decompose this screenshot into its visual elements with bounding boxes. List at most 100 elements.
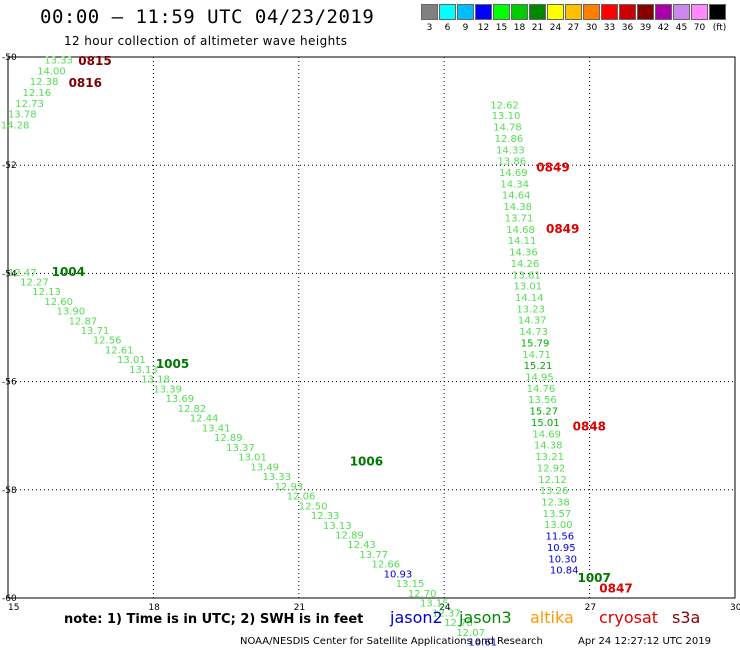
wave-height-value: 12.27 (20, 277, 49, 288)
wave-height-value: 14.14 (515, 293, 544, 304)
wave-height-value: 12.89 (214, 433, 243, 444)
scale-tick-label: 18 (513, 23, 526, 33)
wave-height-value: 15.01 (531, 418, 560, 429)
wave-height-value: 10.30 (548, 554, 577, 565)
wave-height-value: 14.68 (506, 225, 535, 236)
scale-swatch (709, 4, 726, 20)
wave-height-value: 12.70 (408, 589, 437, 600)
pass-time-label: 0816 (69, 76, 102, 90)
wave-height-value: 13.71 (81, 326, 110, 337)
scale-swatch (475, 4, 492, 20)
wave-height-value: 12.56 (93, 336, 122, 347)
wave-height-value: 14.37 (518, 316, 547, 327)
wave-height-value: 14.71 (522, 350, 551, 361)
wave-height-value: 12.61 (105, 345, 134, 356)
scale-swatch (637, 4, 654, 20)
wave-height-value: 13.49 (250, 462, 279, 473)
scale-tick-label: 39 (639, 23, 652, 33)
wave-height-value: 13.33 (262, 472, 291, 483)
wave-height-value: 14.33 (496, 145, 525, 156)
wave-height-value: 15.79 (521, 338, 550, 349)
scale-tick-label: 12 (477, 23, 490, 33)
wave-height-value: 13.77 (359, 550, 388, 561)
wave-height-value: 13.57 (543, 509, 572, 520)
wave-height-value: 12.44 (190, 414, 219, 425)
wave-height-value: 13.78 (8, 110, 37, 121)
scale-tick-label: 24 (549, 23, 562, 33)
wave-height-value: 14.36 (509, 248, 538, 259)
wave-height-value: 14.76 (527, 384, 556, 395)
wave-height-value: 13.23 (516, 304, 545, 315)
lat-tick-label: -58 (2, 486, 17, 496)
pass-time-label: 0847 (599, 582, 632, 596)
wave-height-value: 12.13 (32, 287, 61, 298)
wave-height-value: 14.95 (525, 373, 554, 384)
wave-height-value: 13.26 (540, 486, 569, 497)
scale-tick-label: 27 (567, 23, 580, 33)
wave-height-value: 12.07 (456, 628, 485, 639)
scale-swatch (673, 4, 690, 20)
wave-height-value: 13.01 (514, 282, 543, 293)
map-frame (7, 56, 736, 599)
wave-height-value: 14.28 (1, 120, 30, 131)
lat-tick-label: -54 (2, 269, 17, 279)
pass-time-label: 0815 (78, 54, 111, 68)
lat-tick-label: -52 (2, 161, 17, 171)
map-title: 00:00 – 11:59 UTC 04/23/2019 (40, 6, 375, 28)
wave-height-value: 13.13 (129, 365, 158, 376)
lat-tick-label: -50 (2, 53, 17, 63)
wave-height-value: 15.27 (530, 407, 559, 418)
wave-height-value: 13.33 (44, 55, 73, 66)
lat-tick-label: -56 (2, 378, 17, 388)
wave-height-value: 10.95 (547, 543, 576, 554)
wave-height-value: 14.64 (502, 191, 531, 202)
pass-time-label: 0848 (573, 419, 606, 433)
wave-height-value: 13.41 (202, 423, 231, 434)
scale-tick-label: (ft) (712, 23, 727, 33)
scale-swatch (655, 4, 672, 20)
wave-height-value: 14.11 (508, 236, 537, 247)
wave-height-value: 12.73 (15, 99, 44, 110)
wave-height-value: 12.12 (538, 475, 567, 486)
scale-swatch (565, 4, 582, 20)
pass-time-label: 1007 (577, 571, 610, 585)
wave-height-value: 12.60 (44, 297, 73, 308)
map-subtitle: 12 hour collection of altimeter wave hei… (64, 34, 348, 48)
scale-tick-label: 45 (675, 23, 688, 33)
satellite-s3a-label: s3a (672, 608, 701, 627)
scale-tick-label: 36 (621, 23, 634, 33)
scale-swatch (619, 4, 636, 20)
wave-height-value: 14.78 (493, 123, 522, 134)
wave-height-value: 10.61 (468, 638, 497, 649)
scale-tick-label: 6 (444, 23, 451, 33)
lon-tick-label: 24 (439, 603, 451, 613)
wave-height-value: 12.43 (347, 540, 376, 551)
wave-height-value: 12.47 (8, 268, 37, 279)
scale-tick-label: 70 (693, 23, 706, 33)
wave-height-value: 12.89 (335, 530, 364, 541)
wave-height-value: 13.56 (528, 395, 557, 406)
wave-height-value: 10.84 (550, 566, 579, 577)
wave-height-value: 13.90 (56, 307, 85, 318)
wave-height-value: 13.61 (512, 270, 541, 281)
wave-height-value: 13.86 (498, 157, 527, 168)
wave-height-value: 14.38 (534, 441, 563, 452)
wave-height-value: 12.86 (495, 134, 524, 145)
pass-time-label: 0849 (546, 222, 579, 236)
wave-height-value: 14.38 (503, 202, 532, 213)
wave-height-value: 12.16 (23, 88, 52, 99)
scale-swatch (547, 4, 564, 20)
wave-height-value: 14.34 (500, 179, 529, 190)
wave-height-value: 13.37 (226, 443, 255, 454)
scale-tick-label: 21 (531, 23, 544, 33)
wave-height-value: 14.00 (37, 66, 66, 77)
lon-tick-label: 18 (148, 603, 160, 613)
lon-tick-label: 30 (730, 603, 740, 613)
wave-height-value: 13.69 (166, 394, 195, 405)
pass-time-label: 1004 (52, 265, 85, 279)
wave-height-value: 12.38 (30, 77, 59, 88)
wave-height-value: 12.37 (432, 608, 461, 619)
footer-note: note: 1) Time is in UTC; 2) SWH is in fe… (64, 612, 364, 627)
satellite-cryosat-label: cryosat (599, 608, 659, 627)
